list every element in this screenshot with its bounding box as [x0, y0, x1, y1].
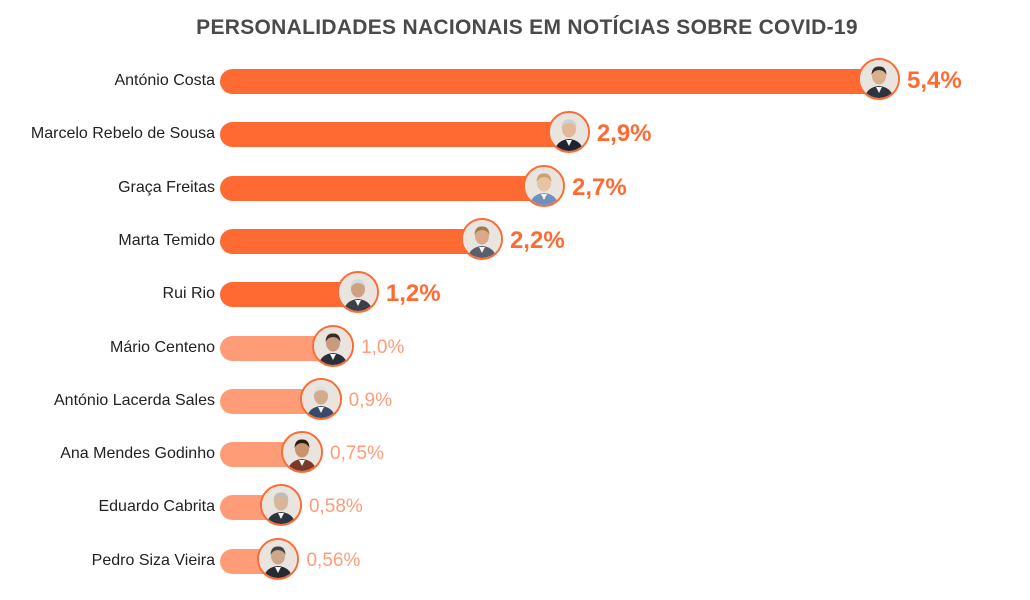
bar-row: Mário Centeno 1,0% [0, 324, 1030, 368]
bar-label: António Costa [114, 72, 215, 89]
portrait-photo-icon [858, 58, 900, 100]
bar-row: Marcelo Rebelo de Sousa 2,9% [0, 111, 1030, 154]
bar-value-label: 1,0% [361, 336, 405, 358]
bar-value-label: 1,2% [385, 280, 441, 308]
portrait-photo-icon [257, 537, 300, 580]
portrait-photo-icon [523, 164, 565, 207]
bar-label: Ana Mendes Godinho [60, 445, 215, 463]
bar-label: António Lacerda Sales [54, 391, 215, 409]
bar [220, 228, 493, 254]
bar-row: Ana Mendes Godinho 0,75% [0, 431, 1030, 474]
bar-row: António Lacerda Sales 0,9% [0, 377, 1030, 421]
bar-row: Pedro Siza Vieira 0,56% [0, 537, 1030, 581]
portrait-photo-icon [547, 111, 590, 154]
bar [220, 69, 890, 94]
portrait-photo-icon [312, 324, 355, 367]
bar-label: Marta Temido [118, 231, 215, 249]
bar-label: Pedro Siza Vieira [91, 551, 215, 569]
portrait-photo-icon [299, 377, 342, 420]
bar [220, 175, 555, 201]
bar-value-label: 0,9% [348, 389, 392, 411]
bar-row: Eduardo Cabrita 0,58% [0, 484, 1030, 527]
chart-title: PERSONALIDADES NACIONAIS EM NOTÍCIAS SOB… [196, 16, 858, 39]
bar-row: Rui Rio 1,2% [0, 271, 1030, 314]
bar-value-label: 2,7% [572, 173, 627, 201]
bar-value-label: 5,4% [907, 67, 962, 94]
bar-label: Eduardo Cabrita [98, 498, 215, 516]
bar-row: Marta Temido 2,2% [0, 217, 1030, 261]
portrait-photo-icon [281, 431, 324, 474]
bar-value-label: 2,2% [509, 226, 565, 254]
bar-label: Graça Freitas [118, 178, 215, 196]
bar-value-label: 2,9% [596, 120, 652, 148]
bar-label: Mário Centeno [110, 338, 215, 356]
bar [220, 122, 580, 148]
portrait-photo-icon [336, 271, 379, 314]
bar-value-label: 0,58% [308, 496, 363, 518]
bar-row: António Costa 5,4% [0, 58, 1030, 101]
bar-row: Graça Freitas 2,7% [0, 164, 1030, 208]
portrait-photo-icon [259, 484, 302, 527]
bar-label: Marcelo Rebelo de Sousa [30, 125, 215, 143]
portrait-photo-icon [460, 217, 503, 260]
bar-value-label: 0,56% [306, 549, 361, 571]
bar-label: Rui Rio [162, 285, 215, 303]
bar-value-label: 0,75% [330, 443, 384, 465]
